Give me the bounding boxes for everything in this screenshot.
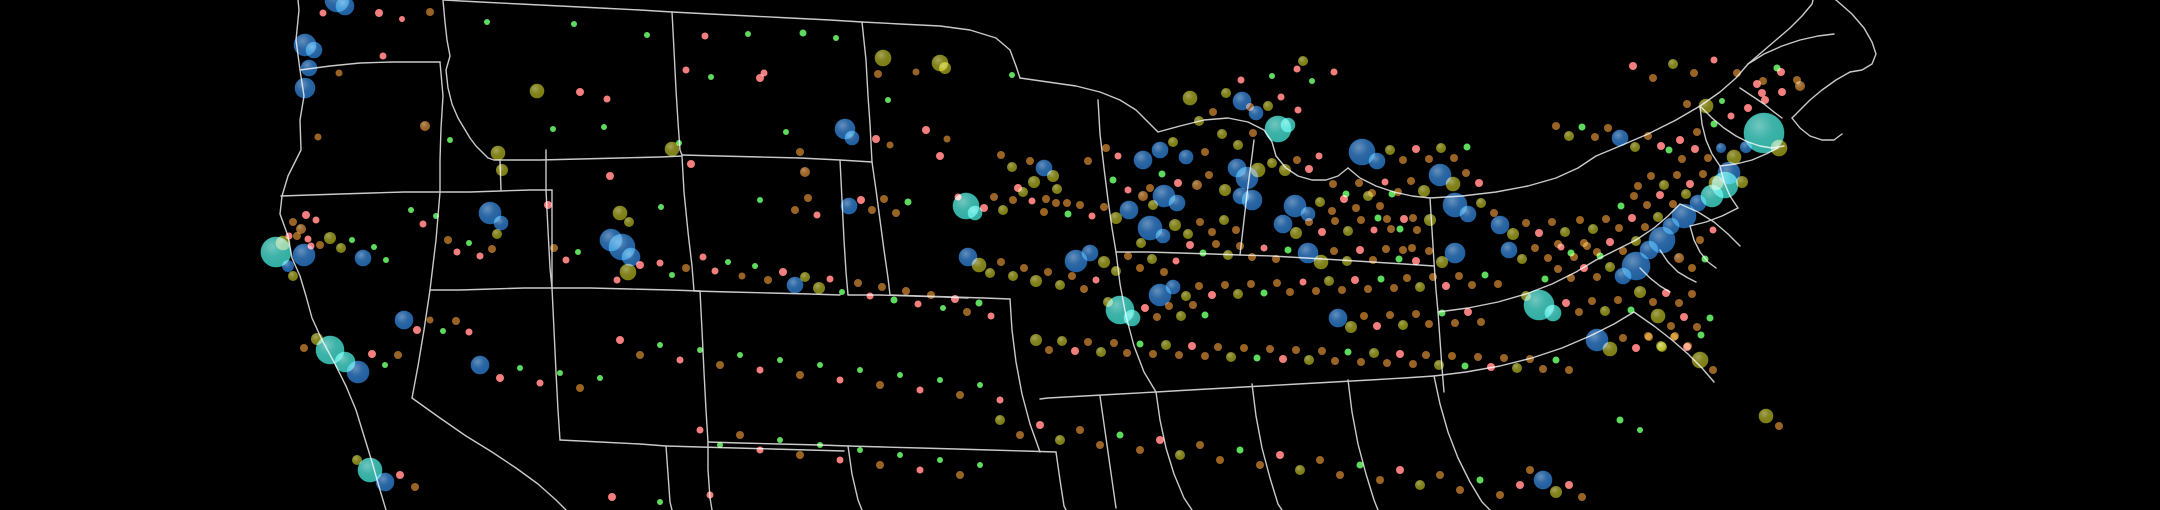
state-boundary-group <box>280 0 1876 510</box>
